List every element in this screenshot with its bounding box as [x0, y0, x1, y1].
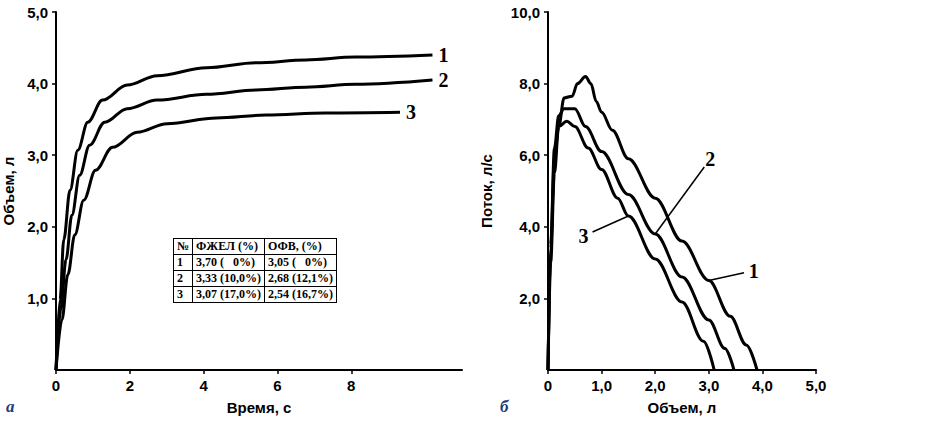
html-text:1: 1	[177, 255, 183, 269]
svg-text:Объем, л: Объем, л	[648, 399, 717, 416]
svg-text:4: 4	[199, 377, 208, 394]
svg-text:1: 1	[438, 44, 448, 66]
svg-text:б: б	[500, 397, 510, 416]
svg-text:8,0: 8,0	[519, 75, 540, 92]
svg-text:4,0: 4,0	[519, 218, 540, 235]
svg-text:5,0: 5,0	[27, 4, 48, 21]
svg-text:1: 1	[749, 260, 759, 282]
svg-text:2: 2	[705, 148, 715, 170]
svg-text:2: 2	[126, 377, 134, 394]
svg-text:1,0: 1,0	[27, 290, 48, 307]
html-text:2: 2	[177, 271, 183, 285]
html-text:2,54 (16,7%): 2,54 (16,7%)	[268, 287, 334, 301]
svg-text:Объем, л: Объем, л	[0, 157, 17, 226]
svg-text:3: 3	[578, 225, 588, 247]
html-text:ОФВ, (%): ОФВ, (%)	[268, 239, 322, 253]
html-text:3,07 (17,0%): 3,07 (17,0%)	[196, 287, 262, 301]
svg-text:3,0: 3,0	[27, 147, 48, 164]
html-text:3,05 ( 0%): 3,05 ( 0%)	[268, 255, 328, 269]
svg-text:0: 0	[52, 377, 60, 394]
html-text:3,70 ( 0%): 3,70 ( 0%)	[196, 255, 256, 269]
svg-text:8: 8	[347, 377, 355, 394]
svg-text:4,0: 4,0	[27, 75, 48, 92]
svg-text:2: 2	[438, 69, 448, 91]
svg-text:6,0: 6,0	[519, 147, 540, 164]
svg-text:6: 6	[273, 377, 281, 394]
svg-text:а: а	[6, 397, 15, 416]
svg-text:3: 3	[406, 101, 416, 123]
html-text:2,68 (12,1%): 2,68 (12,1%)	[268, 271, 334, 285]
svg-text:Время, с: Время, с	[227, 399, 292, 416]
svg-text:2,0: 2,0	[27, 218, 48, 235]
svg-text:3,0: 3,0	[698, 377, 719, 394]
svg-text:4,0: 4,0	[752, 377, 773, 394]
html-text:3,33 (10,0%): 3,33 (10,0%)	[196, 271, 262, 285]
html-text:3: 3	[177, 287, 183, 301]
svg-text:1,0: 1,0	[591, 377, 612, 394]
svg-text:2,0: 2,0	[519, 290, 540, 307]
svg-text:10,0: 10,0	[511, 4, 540, 21]
svg-text:0: 0	[544, 377, 552, 394]
svg-text:2,0: 2,0	[645, 377, 666, 394]
svg-text:5,0: 5,0	[806, 377, 827, 394]
html-text:ФЖЕЛ (%): ФЖЕЛ (%)	[196, 239, 258, 253]
svg-text:Поток, л/с: Поток, л/с	[478, 154, 495, 228]
